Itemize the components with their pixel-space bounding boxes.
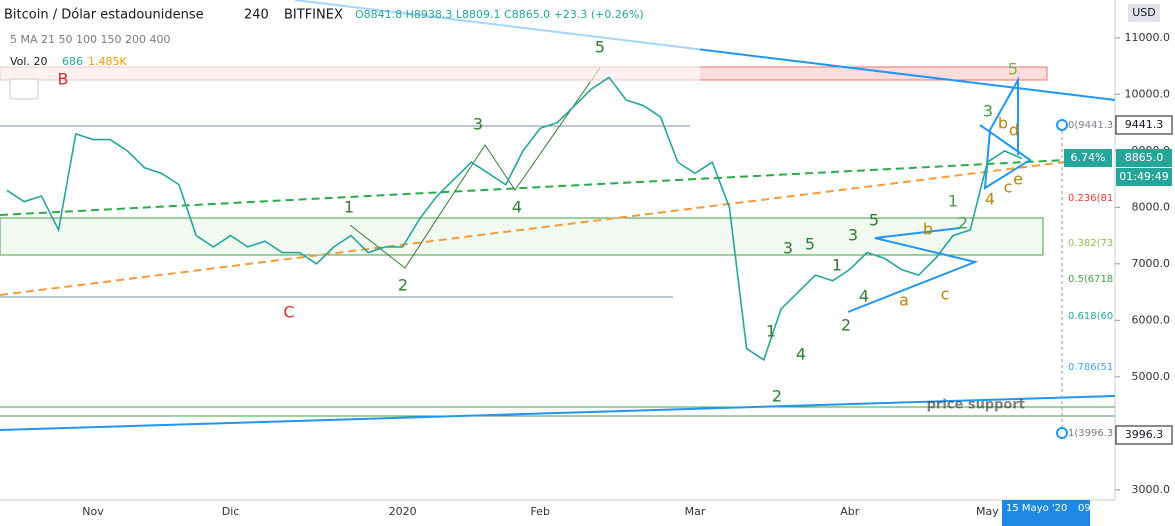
x-tick-label: Feb xyxy=(530,505,549,518)
wave-label: 2 xyxy=(841,316,851,335)
price-line xyxy=(6,76,1023,362)
wave-label: 2 xyxy=(398,276,408,295)
triangle xyxy=(847,227,979,313)
fib-handle[interactable] xyxy=(1056,427,1068,439)
fib-handle[interactable] xyxy=(1056,119,1068,131)
price-badge xyxy=(1064,149,1112,167)
chart-title: Bitcoin / Dólar estadounidense xyxy=(4,8,204,23)
x-tick-label: May xyxy=(976,505,999,518)
trend-line xyxy=(0,161,1066,296)
wave-channel xyxy=(349,67,601,269)
exchange: BITFINEX xyxy=(284,8,343,23)
volume-value: 1.485K xyxy=(88,55,127,68)
cursor-badge xyxy=(1002,500,1090,526)
fib-label: 1(3996.3 xyxy=(1068,428,1113,439)
y-tick-label: 3000.0 xyxy=(1132,483,1171,496)
volume-value: 686 xyxy=(62,55,83,68)
y-tick-label: 5000.0 xyxy=(1132,370,1171,383)
price-badge xyxy=(1115,425,1173,445)
wave-label: 4 xyxy=(512,198,522,217)
y-tick-label: 7000.0 xyxy=(1132,257,1171,270)
x-tick-label: Mar xyxy=(685,505,706,518)
fib-label: 0.786(51 xyxy=(1068,362,1113,373)
y-tick-label: 6000.0 xyxy=(1132,313,1171,326)
wave-label: price support xyxy=(927,398,1025,413)
wave-label: a xyxy=(899,291,909,310)
x-tick-label: Dic xyxy=(222,505,240,518)
cursor-date: 15 Mayo '20 xyxy=(1006,503,1067,514)
wave-label: C xyxy=(283,303,294,322)
price-badge xyxy=(1115,115,1173,135)
price-badge xyxy=(1116,168,1172,186)
currency-box xyxy=(1128,4,1160,22)
fib-label: 0.5(6718 xyxy=(1068,274,1113,285)
fib-label: 0.618(60 xyxy=(1068,311,1113,322)
wave-label: c xyxy=(941,285,950,304)
y-tick-label: 10000.0 xyxy=(1125,87,1171,100)
fib-label: 0.382(73 xyxy=(1068,238,1113,249)
x-tick-label: Nov xyxy=(82,505,104,518)
fib-label: 0(9441.3 xyxy=(1068,120,1113,131)
interval: 240 xyxy=(244,8,269,23)
price-badge-label: 3996.3 xyxy=(1125,428,1164,441)
ohlc: O8841.8 H8938.3 L8809.1 C8865.0 +23.3 (+… xyxy=(355,8,644,21)
wave-label: b xyxy=(923,220,933,239)
wave-label: c xyxy=(1004,178,1013,197)
support-zone xyxy=(0,217,1044,256)
y-tick-label: 8000.0 xyxy=(1132,200,1171,213)
wave-label: 1 xyxy=(344,198,354,217)
wave-label: e xyxy=(1013,170,1023,189)
fib-label: 0.236(81 xyxy=(1068,193,1113,204)
wave-label: 2 xyxy=(772,387,782,406)
wave-label: 1 xyxy=(948,192,958,211)
volume-label: Vol. 20 xyxy=(10,55,47,68)
legend-bg xyxy=(0,0,700,82)
wave-label: 5 xyxy=(869,211,879,230)
wave-label: 4 xyxy=(796,345,806,364)
wave-label: 3 xyxy=(783,239,793,258)
trend-line xyxy=(0,159,1066,216)
wave-label: 4 xyxy=(985,190,995,209)
wave-label: 1 xyxy=(832,256,842,275)
wave-label: 3 xyxy=(848,226,858,245)
wave-label: 3 xyxy=(473,115,483,134)
price-badge-label: 6.74% xyxy=(1071,151,1106,164)
wave-label: 4 xyxy=(859,287,869,306)
wave-label: 1 xyxy=(766,322,776,341)
triangle xyxy=(979,76,1032,190)
wave-label: 5 xyxy=(595,38,605,57)
collapse-button[interactable] xyxy=(9,78,39,100)
price-badge xyxy=(1116,149,1172,167)
y-tick-label: 11000.0 xyxy=(1125,31,1171,44)
x-tick-label: Abr xyxy=(840,505,860,518)
indicators: 5 MA 21 50 100 150 200 400 xyxy=(10,33,170,46)
wave-label: 2 xyxy=(958,214,968,233)
wave-label: b xyxy=(998,114,1008,133)
wave-label: 3 xyxy=(983,102,993,121)
wave-label: 5 xyxy=(1008,60,1018,79)
wave-label: 5 xyxy=(805,235,815,254)
currency: USD xyxy=(1132,6,1156,19)
wave-label: d xyxy=(1009,121,1019,140)
price-badge-label: 8865.0 xyxy=(1125,151,1164,164)
price-badge-label: 9441.3 xyxy=(1125,118,1164,131)
cursor-time: 09:00 xyxy=(1078,503,1107,514)
wave-label: B xyxy=(58,70,69,89)
price-badge-label: 01:49:49 xyxy=(1119,170,1168,183)
x-tick-label: 2020 xyxy=(389,505,417,518)
trend-line xyxy=(0,395,1116,431)
